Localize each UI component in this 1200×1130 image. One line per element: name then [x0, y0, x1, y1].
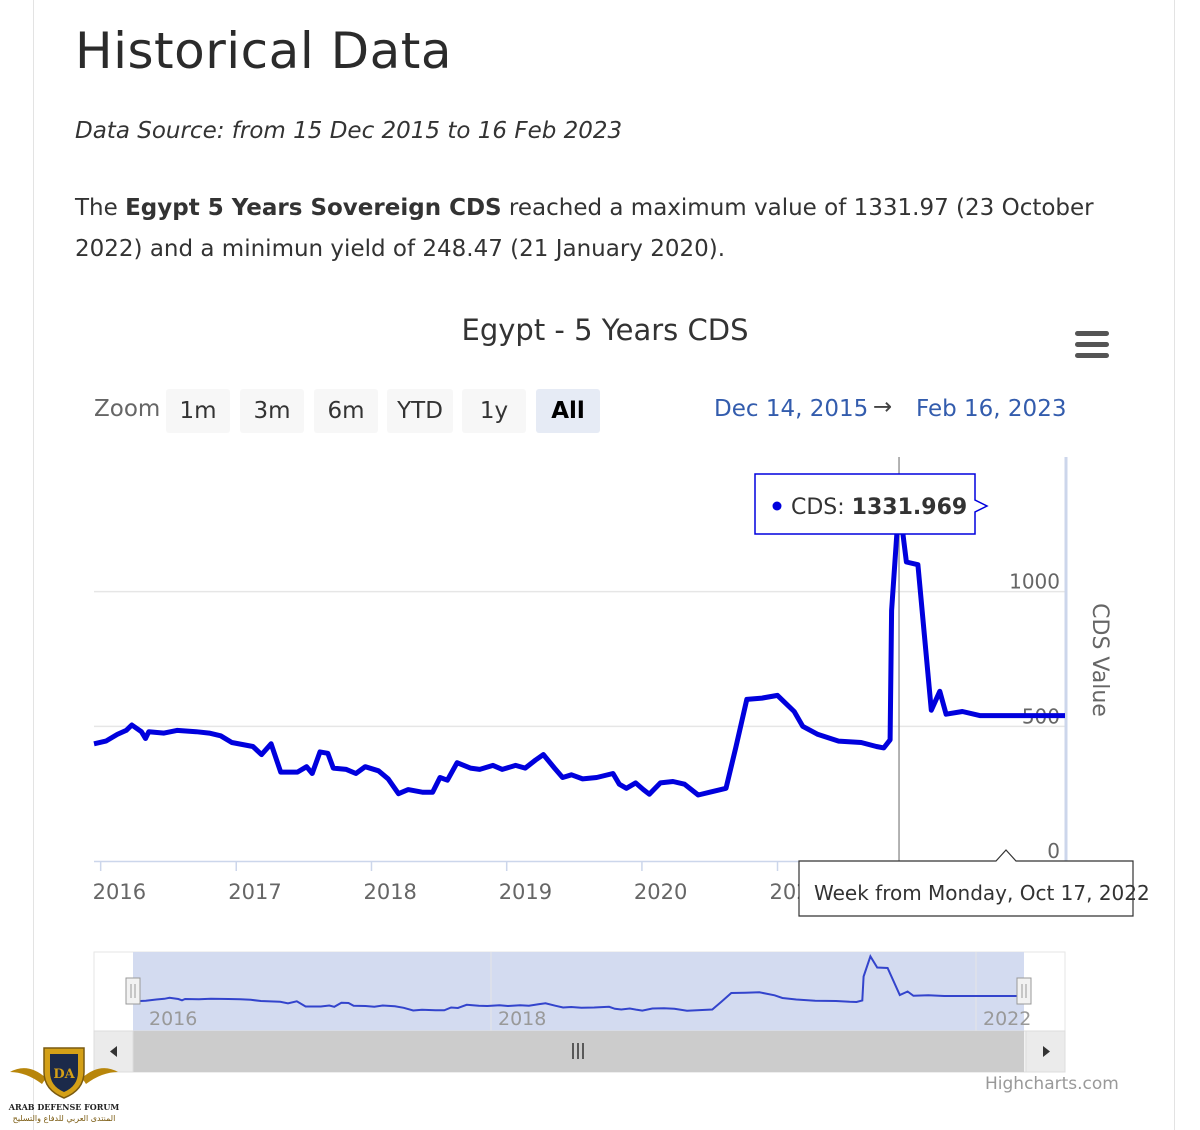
y-axis-title: CDS Value: [1087, 603, 1112, 717]
zoom-1m-button[interactable]: 1m: [166, 389, 230, 433]
navigator-left-handle[interactable]: [125, 977, 141, 1005]
x-tick-label: 2019: [499, 880, 552, 904]
x-tick-label: 2017: [228, 880, 281, 904]
navigator-series-line: [134, 954, 1022, 1012]
range-from-input[interactable]: Dec 14, 2015: [714, 396, 869, 422]
zoom-all-button[interactable]: All: [536, 389, 600, 433]
x-tick-label: 2016: [93, 880, 146, 904]
tooltip-text: CDS: 1331.969: [791, 495, 967, 520]
highcharts-credits[interactable]: Highcharts.com: [985, 1074, 1119, 1094]
range-arrow: →: [873, 394, 893, 420]
page-title: Historical Data: [75, 22, 452, 80]
tooltip-value: 1331.969: [852, 495, 968, 520]
grid-layer: [94, 590, 1065, 728]
content-border-left: [33, 0, 34, 1130]
zoom-1y-button[interactable]: 1y: [462, 389, 526, 433]
x-tick-label: 2020: [634, 880, 687, 904]
summary-paragraph: The Egypt 5 Years Sovereign CDS reached …: [75, 188, 1135, 270]
shield-logo-icon: DA: [10, 1047, 118, 1099]
summary-suffix: reached a maximum value of 1331.97 (23 O…: [75, 195, 1094, 262]
hamburger-icon-bar: [1075, 353, 1109, 358]
zoom-label: Zoom: [94, 396, 161, 422]
navigator-label-2018: 2018: [498, 1008, 546, 1030]
axis-tooltip-text: Week from Monday, Oct 17, 2022: [814, 881, 1150, 905]
chart-menu-button[interactable]: [1071, 328, 1113, 362]
logo-text-english: ARAB DEFENSE FORUM: [8, 1102, 120, 1112]
logo-text-arabic: المنتدى العربي للدفاع والتسليح: [12, 1114, 116, 1123]
scrollbar[interactable]: [93, 1030, 1066, 1073]
summary-subject: Egypt 5 Years Sovereign CDS: [125, 195, 502, 221]
chart-title: Egypt - 5 Years CDS: [461, 313, 749, 347]
tooltip-dot-icon: [772, 501, 782, 511]
hamburger-icon: [1075, 331, 1109, 336]
x-tick-label: 2018: [363, 880, 416, 904]
caret-left-icon: [110, 1046, 117, 1057]
axis-tooltip: Week from Monday, Oct 17, 2022: [798, 849, 1150, 917]
summary-prefix: The: [75, 195, 126, 221]
logo-initials: DA: [53, 1067, 75, 1082]
hamburger-icon-bar: [1075, 342, 1109, 347]
range-to-input[interactable]: Feb 16, 2023: [916, 396, 1067, 422]
value-tooltip: CDS: 1331.969: [754, 473, 989, 535]
navigator-label-2016: 2016: [149, 1008, 197, 1030]
navigator-right-handle[interactable]: [1016, 977, 1032, 1005]
navigator-mask[interactable]: [133, 952, 1024, 1031]
zoom-6m-button[interactable]: 6m: [314, 389, 378, 433]
caret-right-icon: [1043, 1046, 1050, 1057]
zoom-3m-button[interactable]: 3m: [240, 389, 304, 433]
y-tick-label: 0: [1047, 839, 1060, 863]
content-border-right: [1174, 0, 1175, 1130]
cds-series-line[interactable]: [93, 499, 1065, 798]
data-source-text: Data Source: from 15 Dec 2015 to 16 Feb …: [75, 118, 623, 144]
arab-defense-forum-logo: DA ARAB DEFENSE FORUM المنتدى العربي للد…: [8, 1042, 120, 1128]
zoom-ytd-button[interactable]: YTD: [387, 389, 453, 433]
tooltip-label: CDS:: [791, 495, 852, 520]
navigator-label-2022: 2022: [983, 1008, 1031, 1030]
navigator: 2016 2018 2022: [93, 951, 1066, 1032]
y-tick-label: 1000: [1009, 570, 1060, 594]
